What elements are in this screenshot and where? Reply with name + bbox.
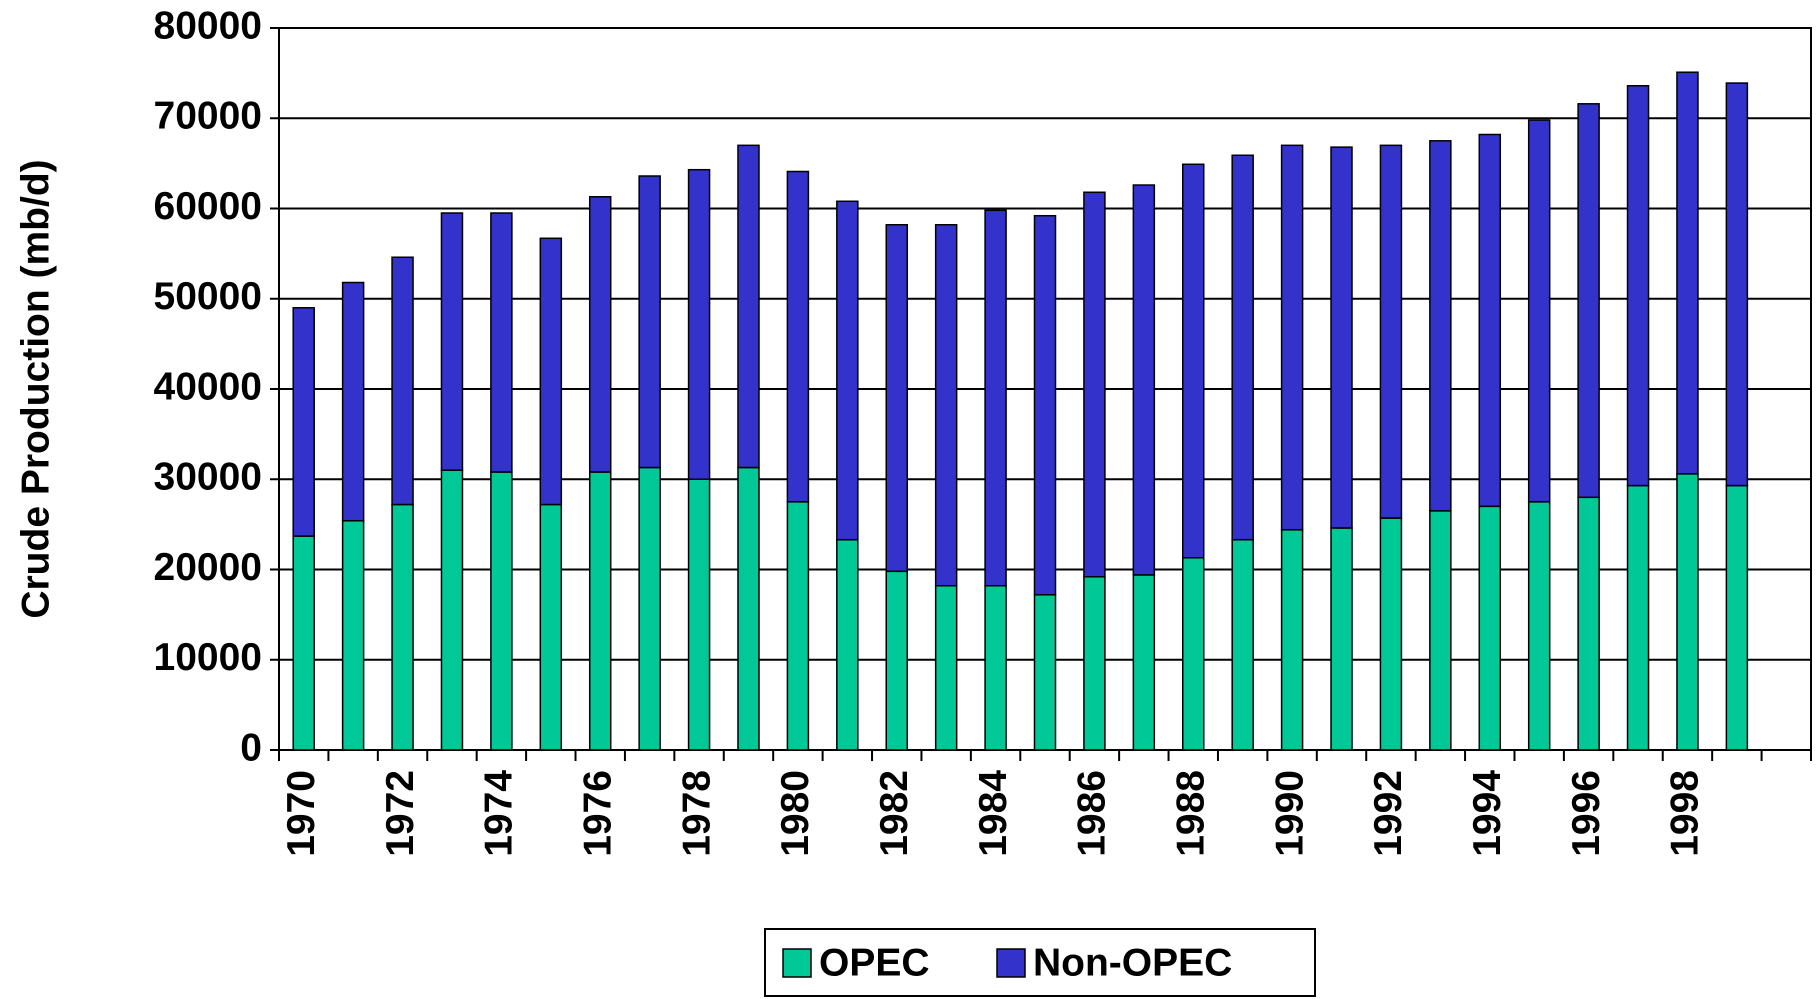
- bar-segment: [1132, 184, 1156, 576]
- y-tick-label: 0: [240, 726, 262, 769]
- x-tick-label: 1976: [577, 770, 620, 857]
- bar-segment: [440, 212, 464, 471]
- bar-segment: [1330, 527, 1353, 751]
- bar-segment: [638, 466, 661, 751]
- y-tick-label: 20000: [154, 546, 262, 589]
- x-tick-label: 1990: [1268, 770, 1311, 857]
- x-tick-label: 1994: [1466, 770, 1509, 857]
- bar-segment: [1033, 214, 1057, 596]
- bar-segment: [1478, 505, 1502, 751]
- bar-segment: [1280, 144, 1304, 531]
- bar-segment: [1429, 140, 1452, 512]
- bar-segment: [292, 535, 315, 751]
- bar-segment: [490, 212, 513, 473]
- y-tick-label: 50000: [154, 275, 262, 318]
- x-tick-label: 1982: [873, 770, 916, 857]
- bar-segment: [490, 471, 513, 751]
- bar-segment: [1231, 538, 1254, 751]
- bar-segment: [391, 503, 414, 751]
- bar-segment: [1478, 133, 1502, 508]
- bar-segment: [984, 584, 1007, 751]
- legend-box: [764, 928, 1316, 997]
- bar-segment: [934, 584, 958, 751]
- legend-label: Non-OPEC: [1033, 941, 1232, 984]
- bar-segment: [1330, 146, 1353, 529]
- x-tick-label: 1974: [478, 770, 521, 857]
- bar-segment: [786, 501, 810, 751]
- bar-segment: [539, 237, 563, 506]
- bar-segment: [1626, 85, 1650, 487]
- bar-segment: [1577, 496, 1600, 751]
- y-tick-label: 80000: [154, 4, 262, 47]
- bar-segment: [1132, 574, 1156, 751]
- bar-segment: [1083, 575, 1106, 751]
- bar-segment: [1182, 557, 1205, 751]
- bar-segment: [836, 200, 859, 541]
- bar-segment: [1033, 594, 1057, 751]
- y-tick-label: 10000: [154, 636, 262, 679]
- bar-segment: [737, 144, 760, 469]
- bar-segment: [1379, 517, 1403, 751]
- bar-segment: [1725, 82, 1749, 487]
- bar-segment: [1527, 501, 1551, 751]
- bar-segment: [1676, 473, 1699, 751]
- bar-segment: [737, 466, 760, 751]
- x-tick-label: 1998: [1664, 770, 1707, 857]
- y-tick-label: 60000: [154, 185, 262, 228]
- bar-segment: [687, 478, 711, 751]
- bar-segment: [1379, 144, 1403, 519]
- bar-segment: [836, 538, 859, 751]
- x-tick-label: 1986: [1071, 770, 1114, 857]
- y-tick-label: 70000: [154, 95, 262, 138]
- bar-segment: [1676, 71, 1699, 475]
- bar-segment: [588, 196, 612, 473]
- bar-segment: [1626, 484, 1650, 751]
- bar-segment: [687, 168, 711, 480]
- y-tick-label: 40000: [154, 365, 262, 408]
- bar-segment: [1280, 529, 1304, 751]
- y-axis-label: Crude Production (mb/d): [14, 159, 57, 618]
- bar-segment: [341, 520, 365, 751]
- bar-segment: [1083, 191, 1106, 578]
- bar-segment: [1231, 154, 1254, 541]
- bar-segment: [786, 170, 810, 503]
- bar-segment: [885, 570, 908, 751]
- x-tick-label: 1978: [675, 770, 718, 857]
- x-tick-label: 1984: [972, 770, 1015, 857]
- y-tick-label: 30000: [154, 456, 262, 499]
- bar-segment: [984, 209, 1007, 587]
- bar-segment: [1725, 484, 1749, 751]
- x-tick-label: 1970: [280, 770, 323, 857]
- bar-segment: [539, 503, 563, 751]
- bar-segment: [885, 223, 908, 573]
- legend-label: OPEC: [819, 941, 930, 984]
- legend-swatch: [782, 948, 812, 978]
- x-tick-label: 1988: [1170, 770, 1213, 857]
- bar-segment: [292, 307, 315, 537]
- x-tick-label: 1972: [379, 770, 422, 857]
- x-tick-label: 1992: [1367, 770, 1410, 857]
- bar-segment: [1182, 163, 1205, 559]
- x-tick-label: 1996: [1565, 770, 1608, 857]
- bar-segment: [934, 223, 958, 587]
- bar-segment: [1429, 510, 1452, 751]
- bar-segment: [440, 469, 464, 751]
- x-tick-label: 1980: [774, 770, 817, 857]
- bar-segment: [341, 281, 365, 522]
- bar-segment: [391, 256, 414, 506]
- bar-segment: [638, 175, 661, 469]
- bar-segment: [588, 471, 612, 751]
- bar-segment: [1527, 119, 1551, 503]
- bar-segment: [1577, 103, 1600, 499]
- legend-swatch: [996, 948, 1026, 978]
